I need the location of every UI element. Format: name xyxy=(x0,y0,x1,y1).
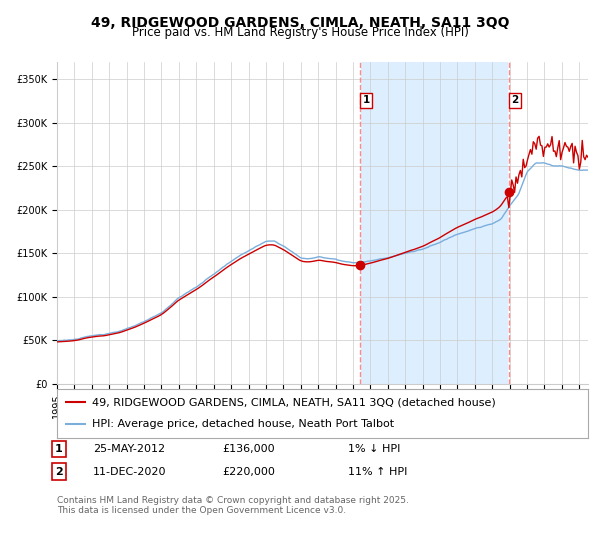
Text: 1: 1 xyxy=(55,444,62,454)
Text: 49, RIDGEWOOD GARDENS, CIMLA, NEATH, SA11 3QQ (detached house): 49, RIDGEWOOD GARDENS, CIMLA, NEATH, SA1… xyxy=(92,398,495,408)
Text: £220,000: £220,000 xyxy=(222,466,275,477)
Text: 1: 1 xyxy=(362,95,370,105)
Text: £136,000: £136,000 xyxy=(222,444,275,454)
Text: 2: 2 xyxy=(55,466,62,477)
Text: HPI: Average price, detached house, Neath Port Talbot: HPI: Average price, detached house, Neat… xyxy=(92,419,394,429)
Text: 11-DEC-2020: 11-DEC-2020 xyxy=(93,466,167,477)
Text: 2: 2 xyxy=(511,95,518,105)
Text: 1% ↓ HPI: 1% ↓ HPI xyxy=(348,444,400,454)
Text: Contains HM Land Registry data © Crown copyright and database right 2025.
This d: Contains HM Land Registry data © Crown c… xyxy=(57,496,409,515)
Text: 11% ↑ HPI: 11% ↑ HPI xyxy=(348,466,407,477)
Text: 25-MAY-2012: 25-MAY-2012 xyxy=(93,444,165,454)
Text: Price paid vs. HM Land Registry's House Price Index (HPI): Price paid vs. HM Land Registry's House … xyxy=(131,26,469,39)
Text: 49, RIDGEWOOD GARDENS, CIMLA, NEATH, SA11 3QQ: 49, RIDGEWOOD GARDENS, CIMLA, NEATH, SA1… xyxy=(91,16,509,30)
